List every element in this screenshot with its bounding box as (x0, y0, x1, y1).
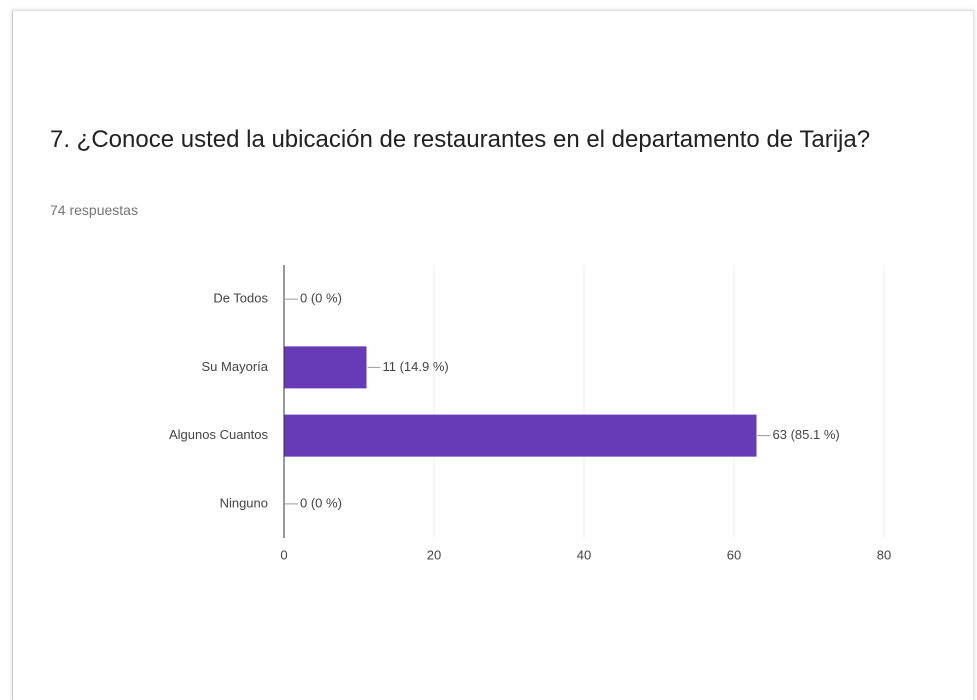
x-tick-label: 80 (877, 547, 891, 562)
x-tick-label: 20 (427, 547, 441, 562)
x-tick-label: 40 (577, 547, 591, 562)
card (12, 10, 974, 700)
x-tick-label: 0 (280, 547, 287, 562)
y-tick-label: Su Mayoría (202, 359, 269, 374)
data-label: 0 (0 %) (300, 291, 342, 306)
bar (284, 346, 367, 389)
y-tick-label: De Todos (213, 291, 268, 306)
data-label: 63 (85.1 %) (773, 427, 840, 442)
response-count: 74 respuestas (50, 202, 138, 218)
y-tick-label: Algunos Cuantos (169, 427, 269, 442)
data-label: 11 (14.9 %) (383, 359, 449, 374)
x-tick-label: 60 (727, 547, 741, 562)
question-title: 7. ¿Conoce usted la ubicación de restaur… (50, 126, 871, 153)
y-tick-label: Ninguno (220, 495, 268, 510)
data-label: 0 (0 %) (300, 495, 342, 510)
bar (284, 414, 757, 457)
